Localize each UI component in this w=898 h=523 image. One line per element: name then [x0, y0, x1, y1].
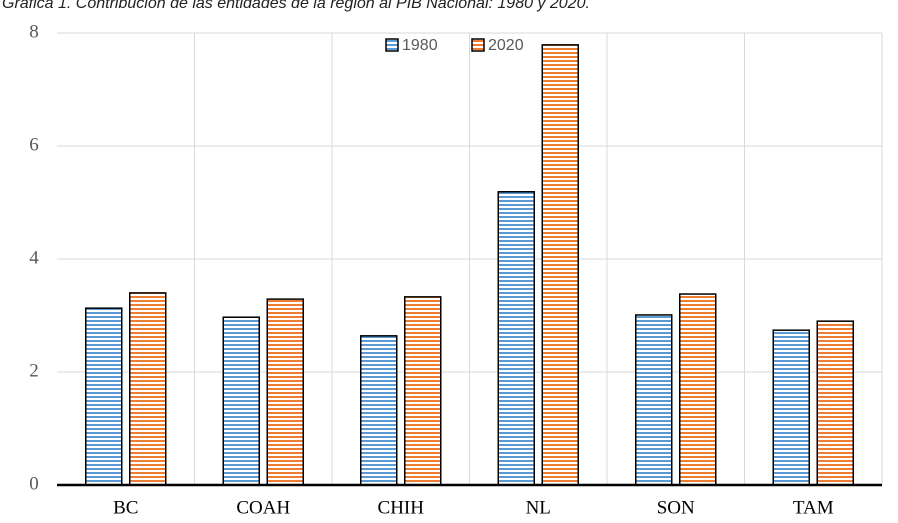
bar — [541, 44, 579, 486]
x-tick-label: COAH — [236, 497, 290, 518]
legend-label: 2020 — [488, 37, 524, 54]
bar — [635, 314, 673, 486]
bar — [85, 307, 123, 486]
bar — [679, 293, 717, 486]
chart-title: Gráfica 1. Contribución de las entidades… — [2, 0, 590, 12]
bar — [772, 329, 810, 486]
bar — [497, 191, 535, 486]
legend-swatch — [385, 38, 399, 52]
x-tick-label: CHIH — [378, 497, 425, 518]
x-tick-label: SON — [657, 497, 695, 518]
bar — [222, 316, 260, 486]
y-tick-label: 8 — [29, 21, 39, 42]
legend-label: 1980 — [402, 37, 438, 54]
bar — [360, 335, 398, 486]
x-tick-label: BC — [113, 497, 138, 518]
bar — [816, 320, 854, 486]
bar — [266, 298, 304, 486]
y-tick-label: 4 — [29, 247, 39, 268]
y-tick-label: 0 — [29, 473, 39, 494]
legend-swatch — [471, 38, 485, 52]
x-tick-label: TAM — [793, 497, 834, 518]
bar — [129, 292, 167, 486]
bar — [404, 296, 442, 486]
y-tick-label: 6 — [29, 134, 39, 155]
y-tick-label: 2 — [29, 360, 39, 381]
x-tick-label: NL — [526, 497, 551, 518]
